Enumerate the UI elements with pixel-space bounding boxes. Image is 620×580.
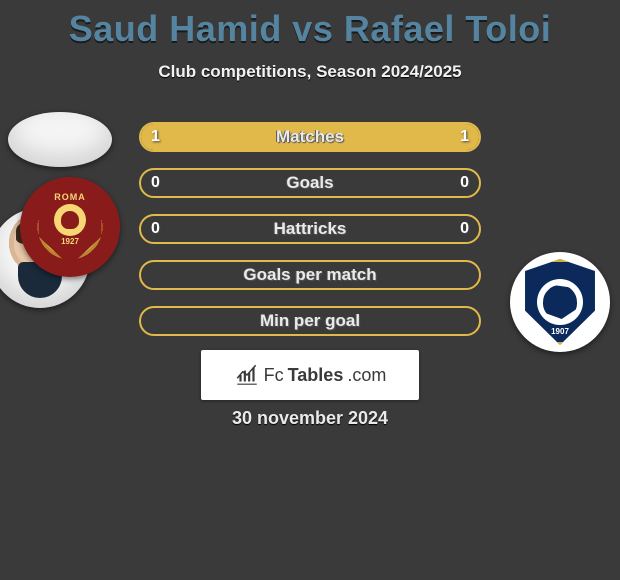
stat-row: 1 Matches 1 xyxy=(139,122,481,152)
atalanta-year: 1907 xyxy=(551,327,569,336)
stat-label: Min per goal xyxy=(141,308,479,334)
brand-tables: Tables xyxy=(288,365,344,386)
roma-label: ROMA xyxy=(54,192,86,202)
club-right-badge: 1907 xyxy=(510,252,610,352)
subtitle: Club competitions, Season 2024/2025 xyxy=(0,62,620,82)
bar-chart-icon xyxy=(234,362,260,388)
stat-value-right: 0 xyxy=(460,216,469,242)
date-label: 30 november 2024 xyxy=(0,408,620,429)
atalanta-head-icon xyxy=(543,285,577,319)
stat-row: Goals per match xyxy=(139,260,481,290)
brand-com: .com xyxy=(347,365,386,386)
player-left-avatar xyxy=(8,112,112,167)
roma-wolf-icon xyxy=(54,204,86,236)
stat-row: 0 Hattricks 0 xyxy=(139,214,481,244)
brand-badge: FcTables.com xyxy=(201,350,419,400)
stat-label: Hattricks xyxy=(141,216,479,242)
stat-label: Matches xyxy=(141,124,479,150)
stat-label: Goals xyxy=(141,170,479,196)
stat-value-right: 1 xyxy=(460,124,469,150)
club-left-badge: ROMA 1927 xyxy=(20,177,120,277)
stat-row: Min per goal xyxy=(139,306,481,336)
roma-year: 1927 xyxy=(61,237,79,246)
stat-label: Goals per match xyxy=(141,262,479,288)
stats-rows: 1 Matches 1 0 Goals 0 0 Hattricks 0 Goal… xyxy=(139,122,481,352)
stat-row: 0 Goals 0 xyxy=(139,168,481,198)
stat-value-right: 0 xyxy=(460,170,469,196)
brand-fc: Fc xyxy=(264,365,284,386)
page-title: Saud Hamid vs Rafael Toloi xyxy=(0,0,620,50)
